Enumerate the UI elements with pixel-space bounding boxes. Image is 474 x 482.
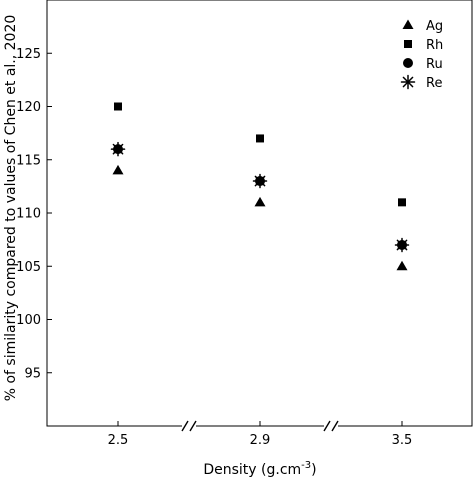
- legend-label-ag: Ag: [426, 19, 443, 34]
- x-tick-label: 3.5: [392, 433, 413, 448]
- legend-marker-ru: [403, 58, 413, 68]
- point-re-2-5: [110, 141, 126, 157]
- y-tick-label: 100: [16, 313, 41, 328]
- axis-break-gap: [324, 423, 338, 429]
- axis-break-slash: [323, 420, 331, 432]
- axis-break-symbol: [181, 420, 197, 432]
- legend-marker-ag: [402, 19, 414, 29]
- legend-marker-re: [400, 74, 416, 90]
- asterisk-stroke: [402, 76, 414, 88]
- y-tick-label: 115: [16, 153, 41, 168]
- point-re-3-5: [394, 237, 410, 253]
- y-tick-label: 95: [24, 366, 41, 381]
- point-rh-3-5: [398, 198, 406, 207]
- point-ag-3-5: [396, 260, 408, 271]
- asterisk-stroke: [396, 239, 408, 251]
- asterisk-stroke: [254, 175, 266, 187]
- point-ag-2-5: [112, 164, 124, 175]
- legend-entry-ru: Ru: [403, 57, 443, 72]
- axis-break-slash: [181, 420, 189, 432]
- x-axis-title: Density (g.cm-3): [203, 460, 316, 478]
- y-tick-label: 105: [16, 260, 41, 275]
- point-rh-2-9: [256, 134, 264, 143]
- axis-break-gap: [182, 423, 196, 429]
- legend-label-re: Re: [426, 76, 442, 91]
- axis-break-symbol: [323, 420, 339, 432]
- axis-break-slash: [189, 420, 197, 432]
- legend-marker-rh: [404, 40, 412, 48]
- x-axis-title-main: Density (g.cm: [203, 462, 301, 478]
- point-re-2-9: [252, 173, 268, 189]
- point-rh-2-5: [114, 102, 122, 111]
- asterisk-stroke: [112, 143, 124, 155]
- y-tick-label: 120: [16, 100, 41, 115]
- data-marks: [110, 102, 410, 271]
- y-tick-label: 110: [16, 207, 41, 222]
- point-ag-2-9: [254, 196, 266, 207]
- legend: Ag Rh Ru Re: [400, 19, 443, 91]
- y-tick-label: 125: [16, 47, 41, 62]
- legend-entry-re: Re: [400, 74, 442, 91]
- x-axis-title-superscript: -3: [301, 460, 311, 471]
- y-axis-title: % of similarity compared to values of Ch…: [3, 15, 19, 402]
- legend-label-rh: Rh: [426, 38, 443, 53]
- axis-break-slash: [331, 420, 339, 432]
- legend-entry-rh: Rh: [404, 38, 443, 53]
- legend-entry-ag: Ag: [402, 19, 443, 34]
- legend-label-ru: Ru: [426, 57, 443, 72]
- x-axis-title-suffix: ): [311, 462, 316, 478]
- x-tick-label: 2.9: [250, 433, 271, 448]
- x-tick-label: 2.5: [108, 433, 129, 448]
- ticks: 95 100 105 110 115 120 125 2.5 2.9 3.5: [16, 47, 412, 448]
